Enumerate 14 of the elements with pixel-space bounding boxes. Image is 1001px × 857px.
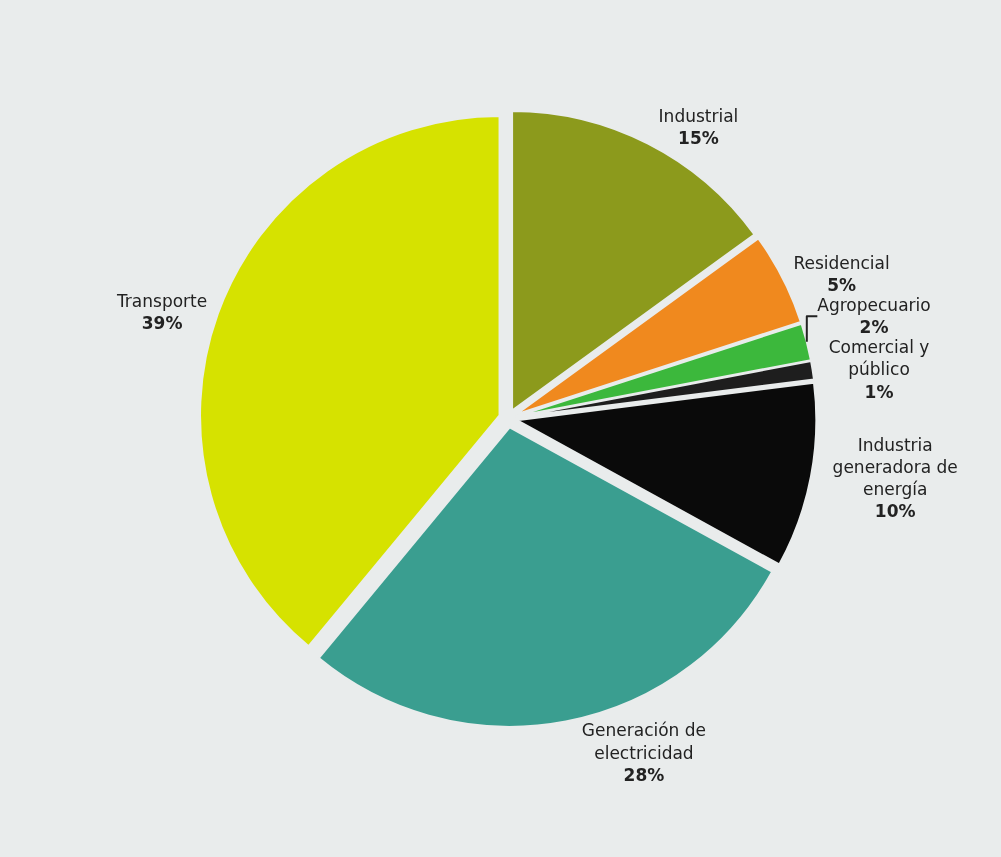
data-label: 5%: [827, 275, 856, 296]
data-label: 2%: [859, 317, 889, 338]
data-label: 28%: [623, 764, 665, 785]
slice-label: Residencial: [793, 253, 890, 274]
data-label: 10%: [874, 500, 916, 521]
data-label: 1%: [864, 381, 894, 402]
data-label: 15%: [678, 127, 719, 148]
slice-label: Agropecuario: [817, 295, 931, 316]
slice-label: Generación de electricidad: [581, 720, 707, 763]
data-label: 39%: [141, 312, 183, 333]
slice-label: Comercial y público: [828, 337, 930, 380]
slice-label: Industrial: [658, 105, 739, 126]
slice-label: Transporte: [115, 290, 208, 311]
slice-label: Industria generadora de energía: [832, 434, 958, 499]
